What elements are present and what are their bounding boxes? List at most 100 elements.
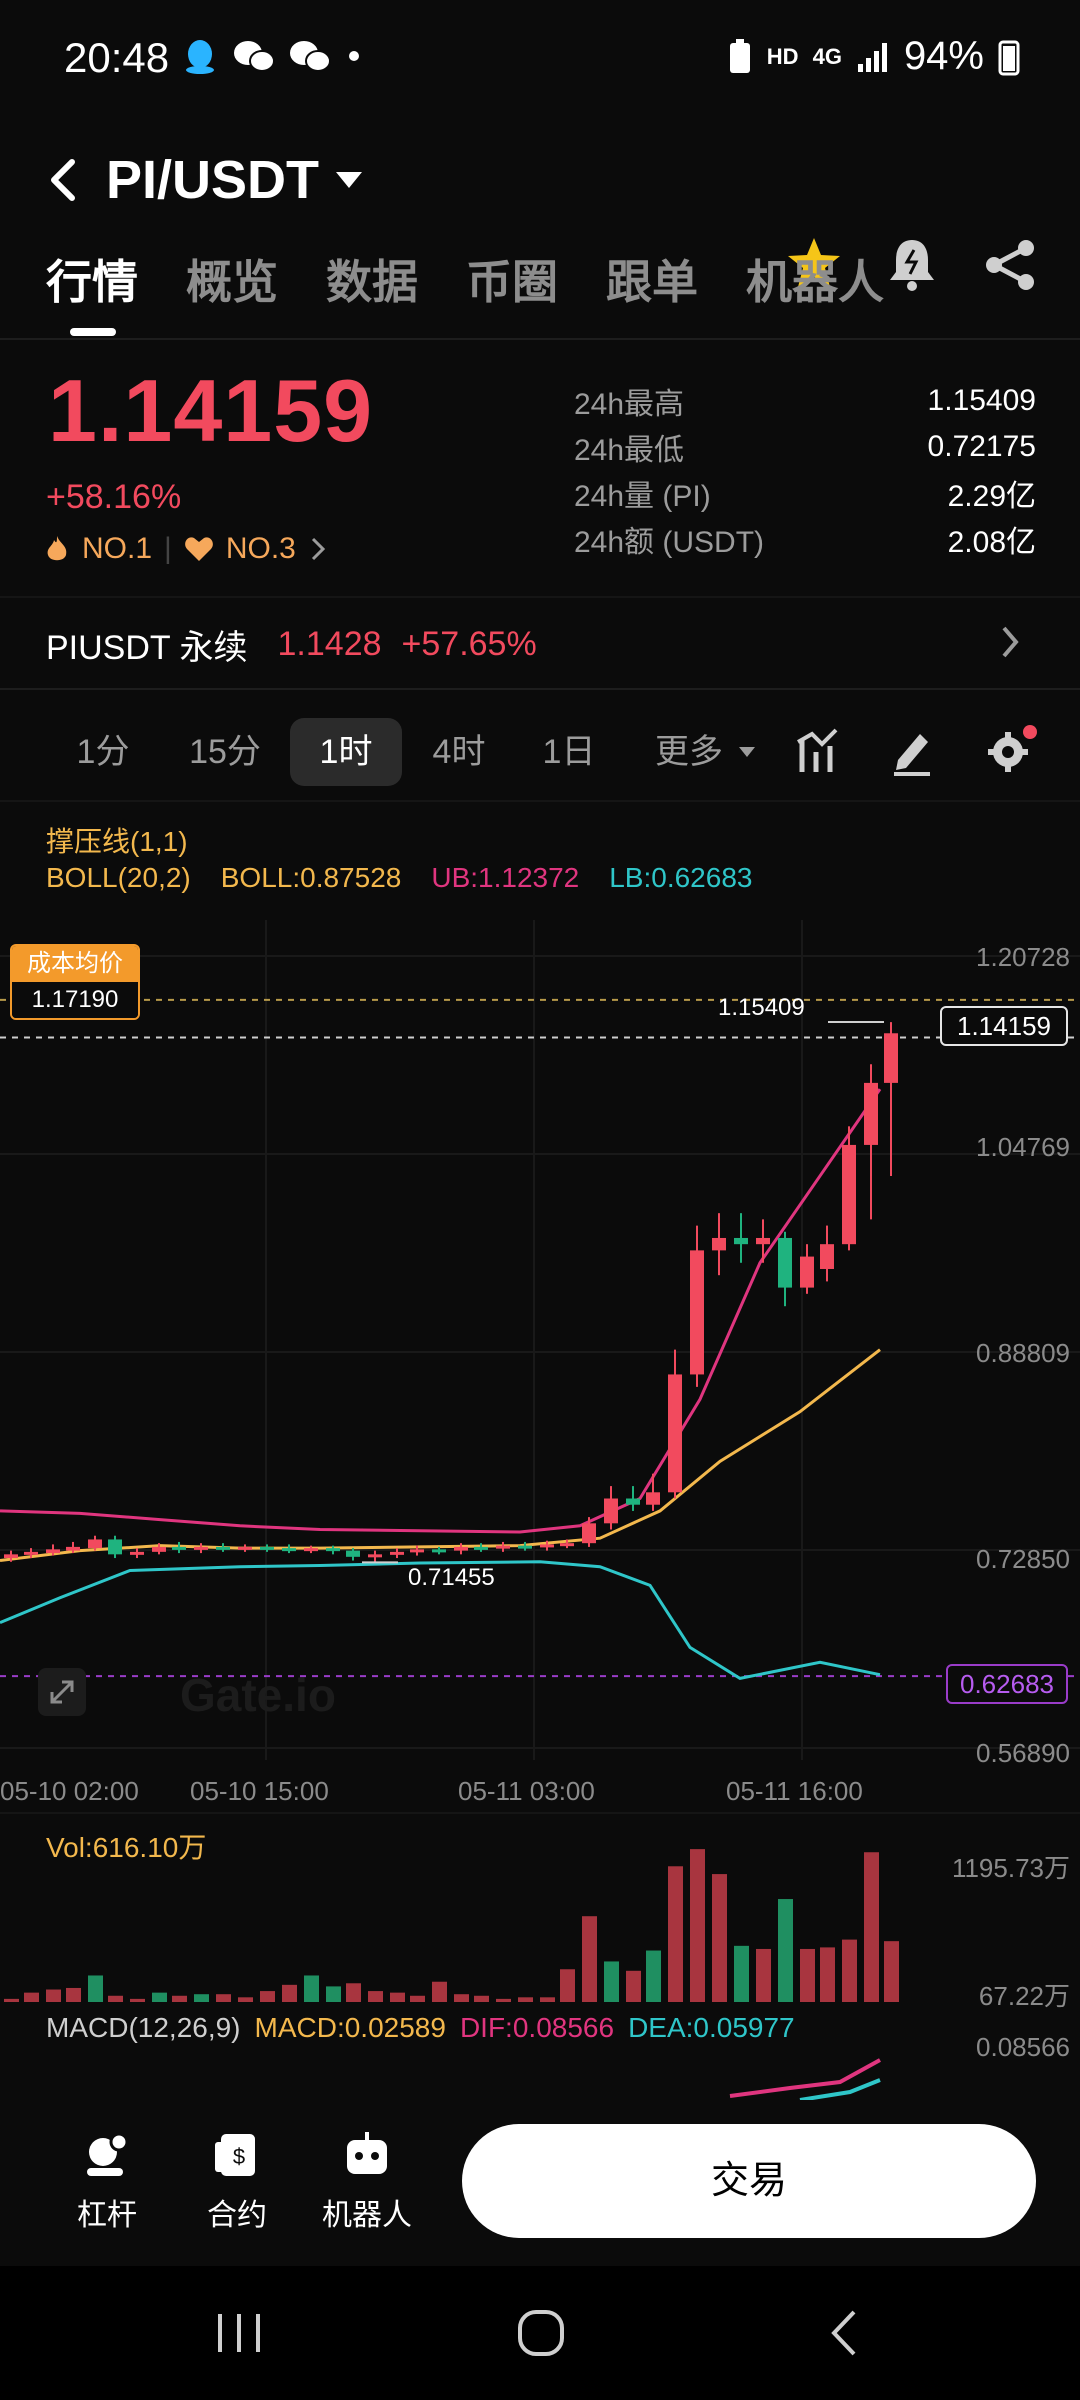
back-nav-icon[interactable] <box>826 2306 862 2360</box>
perpetual-price: 1.1428 <box>277 625 382 663</box>
candle-body <box>626 1498 640 1505</box>
volume-label: Vol:616.10万 <box>46 1832 207 1863</box>
back-icon[interactable] <box>44 156 84 204</box>
stat-value: 1.15409 <box>927 384 1036 417</box>
perpetual-row[interactable]: PIUSDT 永续 1.1428 +57.65% <box>46 620 537 669</box>
lb-price-tag: 0.62683 <box>946 1664 1068 1704</box>
candle-body <box>194 1546 208 1550</box>
candle-body <box>130 1551 144 1555</box>
volume-bar <box>560 1969 575 2002</box>
candle-body <box>260 1546 274 1550</box>
volume-bar <box>326 1986 341 2002</box>
candle-body <box>432 1549 446 1553</box>
candlestick-chart[interactable] <box>0 920 1080 1760</box>
futures-button[interactable]: $ 合约 <box>182 2130 292 2234</box>
candle-body <box>88 1539 102 1549</box>
chevron-down-icon[interactable] <box>334 170 364 190</box>
price-change: +58.16% <box>46 478 182 516</box>
chevron-right-icon[interactable] <box>998 624 1022 660</box>
tab-copy-trade[interactable]: 跟单 <box>606 256 698 308</box>
margin-icon <box>87 2132 129 2176</box>
candle-body <box>24 1551 38 1555</box>
volume-bar <box>346 1983 361 2002</box>
volume-bar <box>712 1874 727 2002</box>
bots-button[interactable]: 机器人 <box>312 2130 422 2234</box>
interval-15m[interactable]: 15分 <box>189 733 261 771</box>
status-time: 20:48 <box>64 34 170 81</box>
pair-title[interactable]: PI/USDT <box>106 150 320 210</box>
divider <box>0 800 1080 802</box>
candle-body <box>304 1548 318 1552</box>
stat-row: 24h量 (PI) 2.29亿 <box>574 470 1036 516</box>
rank-badges[interactable]: NO.1 | NO.3 <box>44 532 328 566</box>
chevron-right-icon <box>311 537 325 561</box>
interval-1h[interactable]: 1时 <box>290 718 402 786</box>
home-icon[interactable] <box>514 2306 568 2360</box>
macd-axis: 0.08566 <box>976 2032 1070 2062</box>
divider <box>0 1812 1080 1814</box>
share-icon[interactable] <box>982 238 1038 292</box>
tab-data[interactable]: 数据 <box>326 256 418 308</box>
tab-market[interactable]: 行情 <box>46 246 138 336</box>
tab-bots[interactable]: 机器人 <box>746 256 884 308</box>
candle-body <box>4 1554 18 1559</box>
interval-more[interactable]: 更多 <box>655 733 723 771</box>
stat-value: 2.08亿 <box>947 526 1036 559</box>
candle-body <box>454 1546 468 1551</box>
volume-bar <box>518 1997 533 2002</box>
tab-community[interactable]: 币圈 <box>466 256 558 308</box>
draw-tool-icon[interactable] <box>890 726 934 776</box>
volume-bar <box>172 1995 187 2002</box>
interval-1m[interactable]: 1分 <box>76 733 130 771</box>
recent-apps-icon[interactable] <box>214 2310 264 2356</box>
settings-gear-icon[interactable] <box>986 724 1038 776</box>
candle-body <box>410 1549 424 1553</box>
bots-label: 机器人 <box>322 2199 412 2232</box>
divider <box>0 688 1080 690</box>
volume-bar <box>496 1998 511 2002</box>
dif-value: DIF:0.08566 <box>459 2012 615 2043</box>
candle-body <box>326 1548 340 1552</box>
volume-bar <box>66 1987 81 2002</box>
volume-bar <box>626 1970 641 2002</box>
candle-body <box>756 1237 770 1245</box>
candle-body <box>282 1548 296 1552</box>
boll-value: BOLL:0.87528 <box>220 862 402 893</box>
main-tabs: 行情 概览 数据 币圈 跟单 机器人 <box>46 246 884 336</box>
signal-icon <box>857 42 887 72</box>
stat-row: 24h最低 0.72175 <box>574 424 1036 470</box>
chevron-down-icon[interactable] <box>738 746 756 758</box>
candle-body <box>216 1546 230 1550</box>
volume-bar <box>778 1899 793 2002</box>
margin-button[interactable]: 杠杆 <box>52 2130 162 2234</box>
macd-legend: MACD(12,26,9) MACD:0.02589 DIF:0.08566 D… <box>46 2012 795 2044</box>
trade-button[interactable]: 交易 <box>462 2124 1036 2238</box>
stat-value: 2.29亿 <box>947 480 1036 513</box>
volume-bar <box>152 1992 167 2002</box>
interval-1d[interactable]: 1日 <box>542 733 596 771</box>
y-tick: 0.56890 <box>976 1738 1070 1768</box>
volume-bar <box>216 1994 231 2002</box>
volume-bar <box>454 1994 469 2002</box>
indicator-icon[interactable] <box>794 726 838 776</box>
volume-bar <box>390 1992 405 2002</box>
robot-icon <box>347 2132 387 2174</box>
candle-body <box>690 1250 704 1375</box>
favorite-star-icon[interactable] <box>786 236 842 290</box>
rank-divider: | <box>164 532 172 565</box>
ticker-stats: 24h最高 1.15409 24h最低 0.72175 24h量 (PI) 2.29亿… <box>574 378 1036 562</box>
volume-bar <box>432 1981 447 2002</box>
price-alert-bell-icon[interactable] <box>886 236 938 292</box>
candle-body <box>518 1545 532 1549</box>
tab-overview[interactable]: 概览 <box>186 256 278 308</box>
margin-label: 杠杆 <box>77 2199 137 2232</box>
candle-body <box>734 1237 748 1245</box>
fullscreen-button[interactable] <box>38 1668 86 1716</box>
y-tick: 1.04769 <box>976 1132 1070 1162</box>
last-price: 1.14159 <box>48 361 374 460</box>
candle-body <box>474 1546 488 1550</box>
volume-bar <box>820 1947 835 2002</box>
volume-bar <box>646 1950 661 2002</box>
boll-legend: BOLL(20,2) BOLL:0.87528 UB:1.12372 LB:0.… <box>46 862 752 894</box>
interval-4h[interactable]: 4时 <box>432 733 486 771</box>
